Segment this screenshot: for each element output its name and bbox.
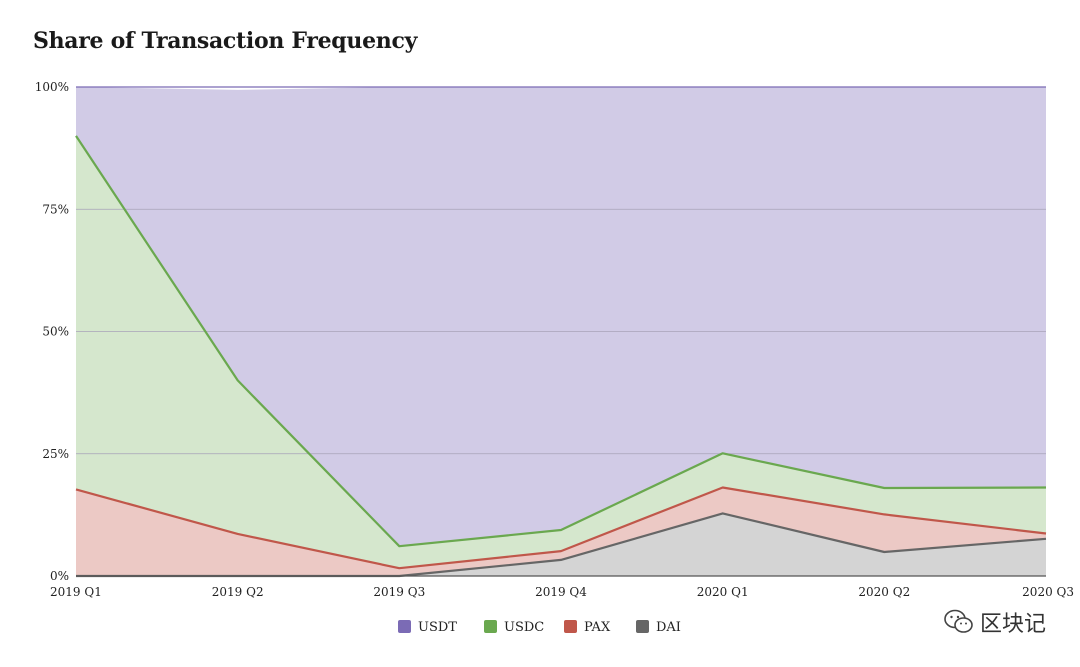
legend-item-usdc: USDC: [484, 620, 544, 635]
y-tick-label: 0%: [50, 569, 69, 583]
watermark: 区块记: [944, 606, 1046, 638]
wechat-icon: [944, 609, 973, 633]
y-axis-labels: 0% 25% 50% 75% 100%: [35, 80, 69, 583]
legend-label: USDT: [418, 620, 457, 635]
x-tick-label: 2020 Q2: [858, 585, 910, 599]
watermark-text: 区块记: [979, 612, 1046, 637]
x-tick-label: 2020 Q1: [697, 585, 749, 599]
legend-swatch: [564, 620, 577, 633]
legend-swatch: [398, 620, 411, 633]
legend-label: DAI: [656, 620, 681, 635]
legend-label: USDC: [504, 620, 544, 635]
line-pax: [75, 486, 1047, 570]
legend-item-usdt: USDT: [398, 620, 457, 635]
area-usdt: [76, 87, 1046, 547]
legend-swatch: [636, 620, 649, 633]
x-axis-labels: 2019 Q1 2019 Q2 2019 Q3 2019 Q4 2020 Q1 2020 …: [50, 585, 1074, 599]
x-tick-label: 2019 Q4: [535, 585, 587, 599]
chart-title: Share of Transaction Frequency: [33, 28, 418, 54]
legend-item-pax: PAX: [564, 620, 611, 635]
line-usdc: [75, 135, 1047, 548]
y-tick-label: 100%: [35, 80, 69, 94]
y-tick-label: 25%: [42, 447, 69, 461]
x-tick-label: 2019 Q1: [50, 585, 102, 599]
legend-swatch: [484, 620, 497, 633]
legend-label: PAX: [584, 620, 611, 635]
x-tick-label: 2019 Q3: [373, 585, 425, 599]
y-tick-label: 50%: [42, 325, 69, 339]
area-dai: [76, 513, 1046, 576]
area-pax: [76, 487, 1046, 576]
x-tick-label: 2019 Q2: [212, 585, 264, 599]
legend: USDT USDC PAX DAI: [398, 620, 681, 635]
area-layer: [76, 87, 1046, 576]
y-tick-label: 75%: [42, 202, 69, 216]
legend-item-dai: DAI: [636, 620, 681, 635]
x-tick-label: 2020 Q3: [1022, 585, 1074, 599]
series-line-layer: [75, 135, 1047, 578]
